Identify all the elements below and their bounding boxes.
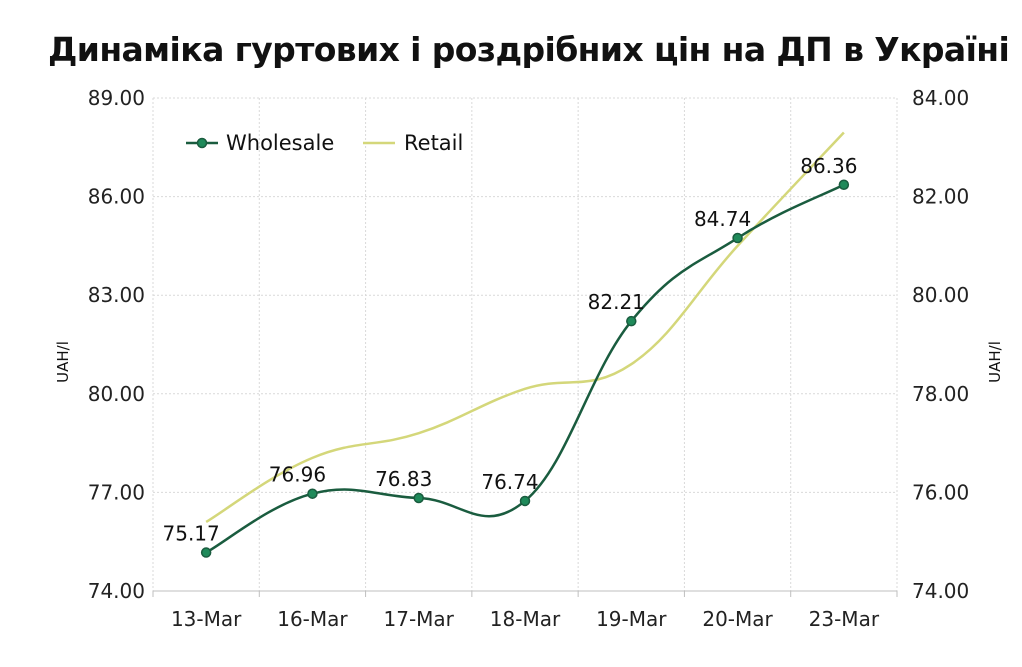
y-axis-title-right: UAH/l (986, 341, 1004, 383)
y-tick-label-left: 77.00 (88, 480, 145, 504)
wholesale-point (200, 547, 212, 558)
wholesale-data-label: 86.36 (800, 154, 857, 178)
legend-wholesale-marker (196, 137, 208, 149)
y-tick-label-right: 74.00 (912, 579, 969, 603)
gridlines (152, 97, 898, 592)
wholesale-point (626, 315, 637, 327)
wholesale-point (519, 495, 531, 507)
wholesale-data-label: 84.74 (694, 207, 751, 231)
legend: Wholesale Retail (186, 131, 463, 155)
y-tick-label-left: 80.00 (88, 382, 145, 406)
wholesale-data-label: 76.83 (375, 467, 432, 491)
y-tick-label-right: 78.00 (912, 382, 969, 406)
wholesale-point (838, 179, 850, 191)
x-tick-label: 20-Mar (702, 607, 773, 631)
legend-wholesale-label: Wholesale (226, 131, 334, 155)
data-labels: 75.17 76.96 76.83 76.74 82.21 84.74 86.36 (163, 154, 858, 546)
wholesale-data-label: 76.74 (481, 470, 538, 494)
x-tick-label: 16-Mar (277, 607, 348, 631)
y-tick-label-left: 83.00 (88, 283, 145, 307)
wholesale-data-label: 75.17 (163, 522, 220, 546)
axes: UAH/l UAH/l 74.00 77.00 80.00 83.00 86.00 89.… (54, 86, 1004, 631)
wholesale-data-label: 82.21 (588, 290, 645, 314)
chart-title: Динаміка гуртових і роздрібних цін на ДП… (48, 30, 1010, 69)
x-tick-label: 13-Mar (171, 607, 242, 631)
x-tick-label: 23-Mar (809, 607, 880, 631)
x-tick-label: 17-Mar (384, 607, 455, 631)
y-tick-label-right: 76.00 (912, 480, 969, 504)
y-tick-label-right: 82.00 (912, 185, 969, 209)
y-tick-label-right: 84.00 (912, 86, 969, 110)
legend-retail-label: Retail (404, 131, 463, 155)
y-tick-label-left: 74.00 (88, 579, 145, 603)
y-tick-label-left: 89.00 (88, 86, 145, 110)
series-retail-line (205, 131, 845, 524)
wholesale-point (413, 492, 424, 504)
wholesale-point (732, 232, 743, 244)
y-tick-label-right: 80.00 (912, 283, 969, 307)
x-tick-label: 19-Mar (596, 607, 667, 631)
y-axis-title-left: UAH/l (54, 341, 72, 383)
y-tick-label-left: 86.00 (88, 185, 145, 209)
x-tick-label: 18-Mar (490, 607, 561, 631)
wholesale-data-label: 76.96 (269, 463, 326, 487)
wholesale-point (307, 488, 318, 499)
series (200, 131, 850, 558)
